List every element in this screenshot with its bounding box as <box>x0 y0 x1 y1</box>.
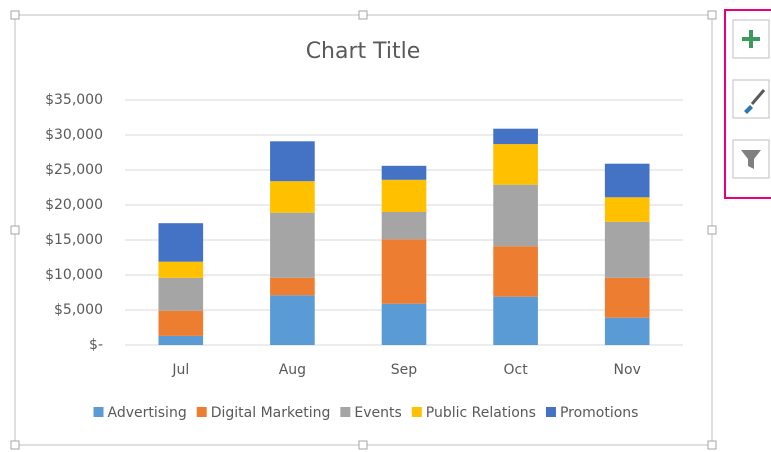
y-tick-label: $10,000 <box>45 267 103 283</box>
chart-filters-button[interactable] <box>732 139 770 179</box>
x-tick-label: Nov <box>614 362 641 378</box>
bar-segment <box>381 179 427 212</box>
chart-styles-button[interactable] <box>732 79 770 119</box>
bar-segment <box>381 212 427 240</box>
bar-segment <box>270 212 315 278</box>
x-tick-label: Sep <box>391 362 418 378</box>
bar-segment <box>493 144 538 185</box>
y-tick-label: $15,000 <box>45 232 103 248</box>
bar-segment <box>158 335 204 345</box>
legend-label: Digital Marketing <box>211 405 331 421</box>
bar-segment <box>158 310 204 336</box>
bar-segment <box>270 181 315 213</box>
bar-segment <box>270 295 315 345</box>
bar-segment <box>158 277 204 311</box>
y-tick-label: $- <box>89 337 103 353</box>
bar-segment <box>381 239 427 304</box>
x-tick-label: Oct <box>503 362 528 378</box>
chart-frame[interactable] <box>14 14 713 446</box>
y-tick-label: $35,000 <box>45 92 103 108</box>
bar-segment <box>381 303 427 345</box>
y-tick-label: $5,000 <box>54 302 103 318</box>
x-tick-label: Jul <box>171 362 189 378</box>
bar-segment <box>270 277 315 296</box>
y-tick-label: $30,000 <box>45 127 103 143</box>
chart-tools-highlight <box>724 9 771 199</box>
legend-swatch <box>196 407 207 417</box>
chart-elements-button[interactable] <box>732 19 770 59</box>
bar-segment <box>158 261 204 278</box>
plot-area: $- $5,000 $10,000 $15,000 $20,000 $25,000 $30,… <box>45 92 683 421</box>
legend-label: Promotions <box>560 405 639 421</box>
bar-segment <box>381 165 427 180</box>
bar-segment <box>493 296 538 345</box>
legend-label: Advertising <box>108 405 187 421</box>
bar-segment <box>493 184 538 247</box>
legend-swatch <box>411 407 422 417</box>
legend-swatch <box>545 407 556 417</box>
bar-segment <box>158 223 204 262</box>
bar-segment <box>604 317 650 345</box>
bar-segment <box>604 277 650 318</box>
bar-segment <box>493 246 538 297</box>
legend-label: Events <box>354 405 401 421</box>
y-tick-label: $20,000 <box>45 197 103 213</box>
x-tick-label: Aug <box>279 362 306 378</box>
y-tick-label: $25,000 <box>45 162 103 178</box>
bar-segment <box>270 141 315 182</box>
bar-segment <box>604 221 650 278</box>
bar-segment <box>493 128 538 145</box>
legend: Advertising Digital Marketing Events Public… <box>93 405 639 421</box>
legend-swatch <box>340 407 351 417</box>
bar-segment <box>604 197 650 222</box>
legend-swatch <box>93 407 104 417</box>
chart-title: Chart Title <box>306 39 421 64</box>
bar-segment <box>604 163 650 198</box>
legend-label: Public Relations <box>426 405 536 421</box>
selection-handles <box>10 10 717 450</box>
